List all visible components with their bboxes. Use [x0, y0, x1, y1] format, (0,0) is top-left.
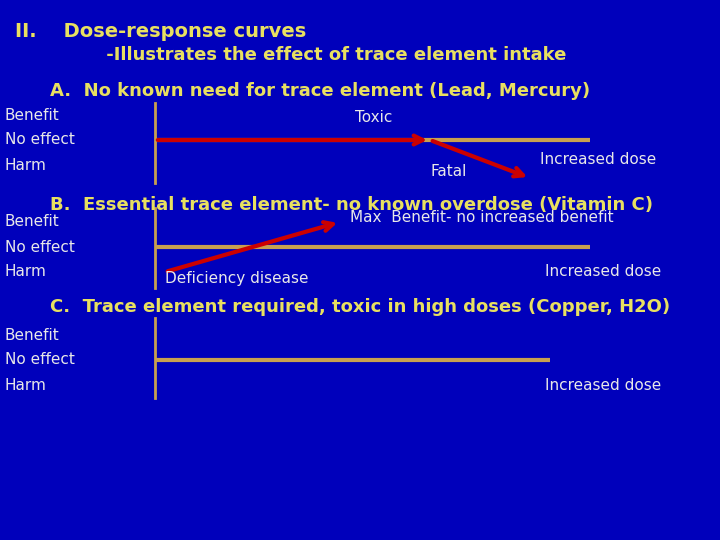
Text: Harm: Harm [5, 377, 47, 393]
Text: C.  Trace element required, toxic in high doses (Copper, H2O): C. Trace element required, toxic in high… [50, 298, 670, 316]
Text: Harm: Harm [5, 158, 47, 172]
Text: B.  Essential trace element- no known overdose (Vitamin C): B. Essential trace element- no known ove… [50, 196, 653, 214]
Text: II.    Dose-response curves: II. Dose-response curves [15, 22, 306, 41]
Text: Benefit: Benefit [5, 327, 60, 342]
Text: No effect: No effect [5, 353, 75, 368]
Text: Toxic: Toxic [355, 111, 392, 125]
Text: Increased dose: Increased dose [545, 265, 661, 280]
Text: Fatal: Fatal [430, 165, 467, 179]
Text: Max  Benefit- no increased benefit: Max Benefit- no increased benefit [350, 211, 613, 226]
Text: Benefit: Benefit [5, 107, 60, 123]
Text: Increased dose: Increased dose [540, 152, 656, 167]
Text: Benefit: Benefit [5, 214, 60, 230]
Text: No effect: No effect [5, 132, 75, 147]
Text: Deficiency disease: Deficiency disease [165, 271, 308, 286]
Text: Harm: Harm [5, 265, 47, 280]
Text: A.  No known need for trace element (Lead, Mercury): A. No known need for trace element (Lead… [50, 82, 590, 100]
Text: -Illustrates the effect of trace element intake: -Illustrates the effect of trace element… [50, 46, 567, 64]
Text: No effect: No effect [5, 240, 75, 254]
Text: Increased dose: Increased dose [545, 377, 661, 393]
